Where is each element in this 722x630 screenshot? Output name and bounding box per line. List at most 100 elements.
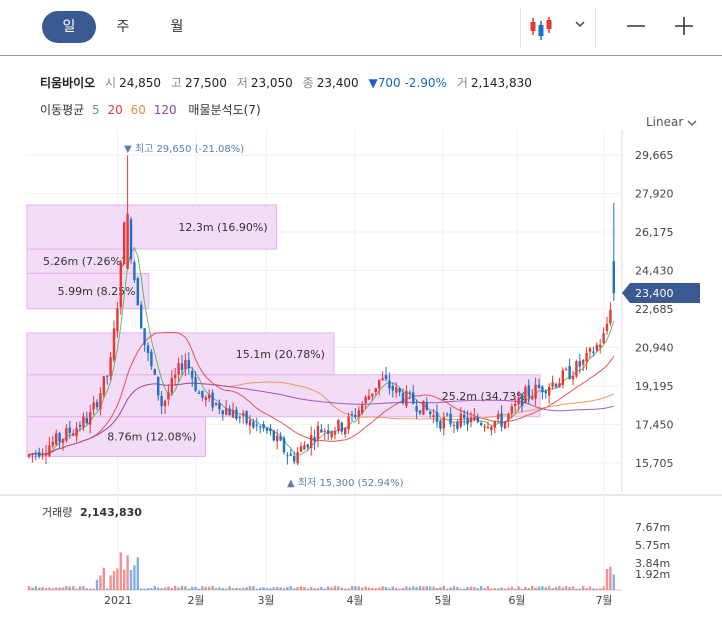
y-tick-label: 17,450	[635, 419, 674, 432]
volume-value: 2,143,830	[470, 76, 532, 90]
candle	[58, 431, 61, 449]
candle	[306, 443, 309, 451]
candle	[170, 370, 173, 397]
volume-bar	[68, 586, 71, 590]
candle-body	[418, 410, 422, 414]
scale-dropdown[interactable]: Linear	[646, 115, 697, 129]
candle	[221, 409, 224, 421]
volume-bar	[432, 586, 435, 590]
volume-y-tick-label: 3.84m	[635, 557, 670, 570]
candle-body	[439, 420, 442, 429]
volume-bar	[327, 586, 330, 590]
candle	[65, 424, 68, 443]
candle-body	[340, 422, 343, 432]
candle	[34, 450, 37, 461]
candle-body	[422, 400, 425, 415]
volume-bar	[595, 588, 598, 590]
volume-bar	[537, 586, 541, 590]
volume-bar	[452, 586, 456, 590]
volume-bar	[554, 587, 558, 590]
candle-body	[452, 425, 456, 427]
volume-bar	[381, 586, 384, 590]
plus-icon[interactable]	[670, 12, 698, 40]
volume-bar	[48, 587, 51, 590]
candle-body	[490, 426, 493, 431]
candle	[194, 371, 197, 393]
candle-body	[143, 328, 146, 345]
y-tick-label: 19,195	[635, 380, 674, 393]
candle-body	[306, 444, 309, 448]
candle-body	[364, 396, 367, 403]
volume-bar	[330, 587, 333, 590]
ma-period-120: 120	[153, 103, 177, 117]
candle	[582, 359, 585, 372]
candle	[493, 420, 496, 433]
candle-body	[225, 407, 228, 415]
candle-body	[337, 419, 340, 431]
candle	[129, 216, 133, 264]
candle	[425, 397, 428, 412]
tab-month[interactable]: 월	[170, 19, 184, 35]
volume-bar	[174, 585, 177, 590]
volume-bar	[279, 587, 282, 590]
volume-bar	[609, 566, 612, 590]
volume-bar	[95, 579, 99, 590]
volume-profile-label: 15.1m (20.78%)	[236, 348, 325, 361]
volume-bars	[27, 552, 615, 590]
volume-bar	[41, 586, 44, 590]
volume-bar	[197, 588, 201, 590]
volume-bar	[463, 588, 466, 590]
candle-body	[401, 393, 405, 403]
volume-bar	[514, 588, 517, 590]
candle-body	[119, 261, 122, 308]
chart-type-button[interactable]	[520, 8, 596, 48]
volume-bar	[391, 586, 394, 590]
y-tick-label: 26,175	[635, 226, 674, 239]
volume-profile-label: 매물분석도(7)	[188, 103, 261, 117]
volume-bar	[109, 575, 112, 590]
volume-bar	[344, 588, 347, 590]
candle	[184, 353, 187, 376]
volume-bar	[245, 587, 248, 590]
candle	[480, 420, 483, 427]
volume-bar	[415, 587, 418, 590]
volume-bar	[167, 586, 170, 590]
candle	[347, 412, 350, 434]
tab-week[interactable]: 주	[116, 19, 130, 35]
volume-bar	[480, 585, 483, 590]
candle	[282, 435, 286, 455]
candle-body	[520, 394, 524, 407]
candle	[99, 387, 102, 416]
candle-body	[459, 413, 462, 427]
tab-day[interactable]: 일	[42, 11, 96, 43]
candle-body	[170, 377, 173, 393]
volume-bar	[99, 575, 102, 590]
candle-body	[595, 344, 598, 351]
candle	[238, 415, 241, 424]
candle	[95, 399, 99, 411]
candle-body	[157, 376, 160, 396]
chevron-down-icon[interactable]	[574, 18, 586, 30]
low-label: 저	[236, 76, 248, 90]
volume-bar	[170, 587, 173, 590]
volume-bar	[310, 587, 313, 590]
volume-bar	[259, 587, 262, 590]
volume-bar	[201, 586, 204, 590]
candle-body	[163, 400, 167, 407]
candle-body	[374, 388, 377, 393]
candle	[262, 421, 265, 432]
candle-body	[252, 421, 255, 428]
candle	[265, 426, 269, 435]
candle	[289, 449, 292, 457]
volume-bar	[289, 586, 292, 590]
candle	[68, 420, 71, 439]
high-value: 27,500	[184, 76, 227, 90]
volume-bar	[72, 586, 75, 590]
candle-body	[476, 416, 479, 423]
candle-body	[507, 414, 510, 421]
candles	[27, 155, 615, 466]
volume-bar	[187, 588, 190, 590]
minus-icon[interactable]	[622, 12, 650, 40]
candle-body	[262, 424, 265, 429]
